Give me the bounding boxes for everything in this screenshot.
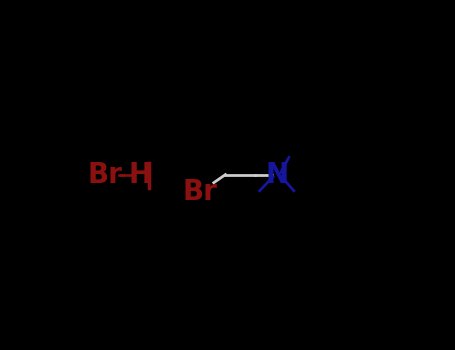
Text: Br: Br (182, 177, 217, 205)
Text: N: N (266, 161, 289, 189)
Text: H: H (129, 161, 152, 189)
Text: Br: Br (87, 161, 122, 189)
